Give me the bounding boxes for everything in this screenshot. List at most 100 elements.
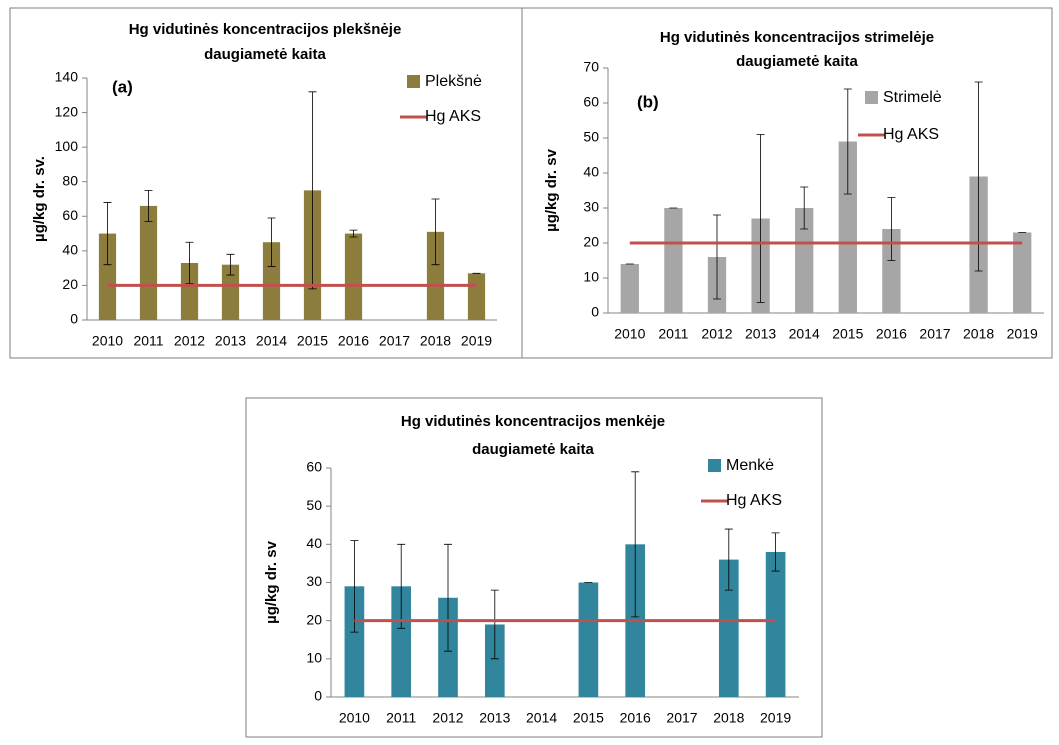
x-tick-label: 2019 <box>461 333 492 349</box>
y-tick-label: 40 <box>306 535 322 551</box>
y-tick-label: 60 <box>62 207 78 223</box>
bar <box>180 262 199 320</box>
y-tick-label: 0 <box>591 304 599 320</box>
error-bar <box>226 253 235 276</box>
y-tick-label: 10 <box>583 269 599 285</box>
chart-title: Hg vidutinės koncentracijos strimelėje <box>660 29 934 46</box>
bar <box>391 586 412 697</box>
x-tick-label: 2015 <box>297 333 328 349</box>
x-tick-label: 2017 <box>379 333 410 349</box>
x-tick-label: 2014 <box>256 333 287 349</box>
x-tick-label: 2017 <box>666 710 697 726</box>
bar <box>221 264 240 320</box>
error-bar <box>771 532 780 572</box>
x-tick-label: 2010 <box>339 710 370 726</box>
error-bar <box>431 198 440 266</box>
y-tick-label: 70 <box>583 59 599 75</box>
chart-title: Hg vidutinės koncentracijos menkėje <box>401 413 665 430</box>
bar <box>484 624 505 697</box>
error-bar <box>267 217 276 267</box>
x-tick-label: 2016 <box>338 333 369 349</box>
error-bar <box>490 589 499 660</box>
y-tick-label: 20 <box>583 234 599 250</box>
y-tick-label: 10 <box>306 650 322 666</box>
error-bar <box>144 189 153 222</box>
error-bar <box>756 134 765 303</box>
bar <box>262 242 281 320</box>
y-tick-label: 60 <box>306 459 322 475</box>
y-tick-label: 50 <box>306 497 322 513</box>
y-axis-label: µg/kg dr. sv <box>263 540 280 623</box>
x-tick-label: 2012 <box>701 326 732 342</box>
chart-title: daugiametė kaita <box>204 46 326 63</box>
x-tick-label: 2013 <box>745 326 776 342</box>
error-bar <box>308 91 317 290</box>
y-tick-label: 120 <box>55 103 79 119</box>
chart-title: daugiametė kaita <box>472 441 594 458</box>
legend-swatch <box>407 75 420 88</box>
bar <box>344 233 363 320</box>
panel-label: (b) <box>637 92 659 111</box>
legend-label: Plekšnė <box>425 73 482 90</box>
chart-title: daugiametė kaita <box>736 53 858 70</box>
x-tick-label: 2010 <box>92 333 123 349</box>
x-tick-label: 2012 <box>432 710 463 726</box>
bar <box>882 229 901 313</box>
y-tick-label: 0 <box>314 688 322 704</box>
error-bar <box>974 81 983 272</box>
x-tick-label: 2013 <box>215 333 246 349</box>
bar <box>795 208 814 313</box>
error-bar <box>713 214 721 300</box>
bar <box>664 208 683 313</box>
x-tick-label: 2011 <box>386 710 416 726</box>
y-tick-label: 80 <box>62 172 78 188</box>
x-tick-label: 2011 <box>658 326 688 342</box>
x-tick-label: 2010 <box>614 326 645 342</box>
y-tick-label: 20 <box>62 276 78 292</box>
error-bar <box>349 229 358 238</box>
bar <box>344 586 365 697</box>
error-bar <box>843 88 852 195</box>
x-tick-label: 2016 <box>620 710 651 726</box>
x-tick-label: 2019 <box>760 710 791 726</box>
x-tick-label: 2019 <box>1007 326 1038 342</box>
bar <box>98 233 117 320</box>
legend-label: Hg AKS <box>726 492 782 509</box>
y-tick-label: 100 <box>55 138 79 154</box>
x-tick-label: 2013 <box>479 710 510 726</box>
y-tick-label: 30 <box>306 573 322 589</box>
bar <box>139 205 158 320</box>
y-axis-label: µg/kg dr. sv <box>543 148 560 231</box>
error-bar <box>887 197 896 261</box>
y-tick-label: 60 <box>583 94 599 110</box>
y-tick-label: 20 <box>306 611 322 627</box>
y-tick-label: 140 <box>55 69 79 85</box>
x-tick-label: 2018 <box>713 710 744 726</box>
bar <box>467 273 486 320</box>
bar <box>838 141 857 313</box>
chart-frame <box>521 7 1053 359</box>
error-bar <box>350 540 359 633</box>
error-bar <box>444 543 452 652</box>
legend-label: Hg AKS <box>425 108 481 125</box>
error-bar <box>800 186 809 230</box>
legend-swatch <box>708 459 721 472</box>
error-bar <box>397 543 406 629</box>
error-bar <box>631 471 640 618</box>
chart-title: Hg vidutinės koncentracijos plekšnėje <box>129 21 402 38</box>
y-tick-label: 50 <box>583 129 599 145</box>
x-tick-label: 2014 <box>789 326 820 342</box>
bar <box>578 582 599 697</box>
y-tick-label: 30 <box>583 199 599 215</box>
y-tick-label: 40 <box>62 242 78 258</box>
x-tick-label: 2011 <box>133 333 163 349</box>
bar <box>718 559 739 697</box>
y-axis-label: µg/kg dr. sv. <box>31 156 48 242</box>
x-tick-label: 2017 <box>919 326 950 342</box>
legend-label: Hg AKS <box>883 126 939 143</box>
x-tick-label: 2015 <box>832 326 863 342</box>
bar <box>1013 232 1032 313</box>
x-tick-label: 2015 <box>573 710 604 726</box>
y-tick-label: 40 <box>583 164 599 180</box>
legend-swatch <box>865 91 878 104</box>
